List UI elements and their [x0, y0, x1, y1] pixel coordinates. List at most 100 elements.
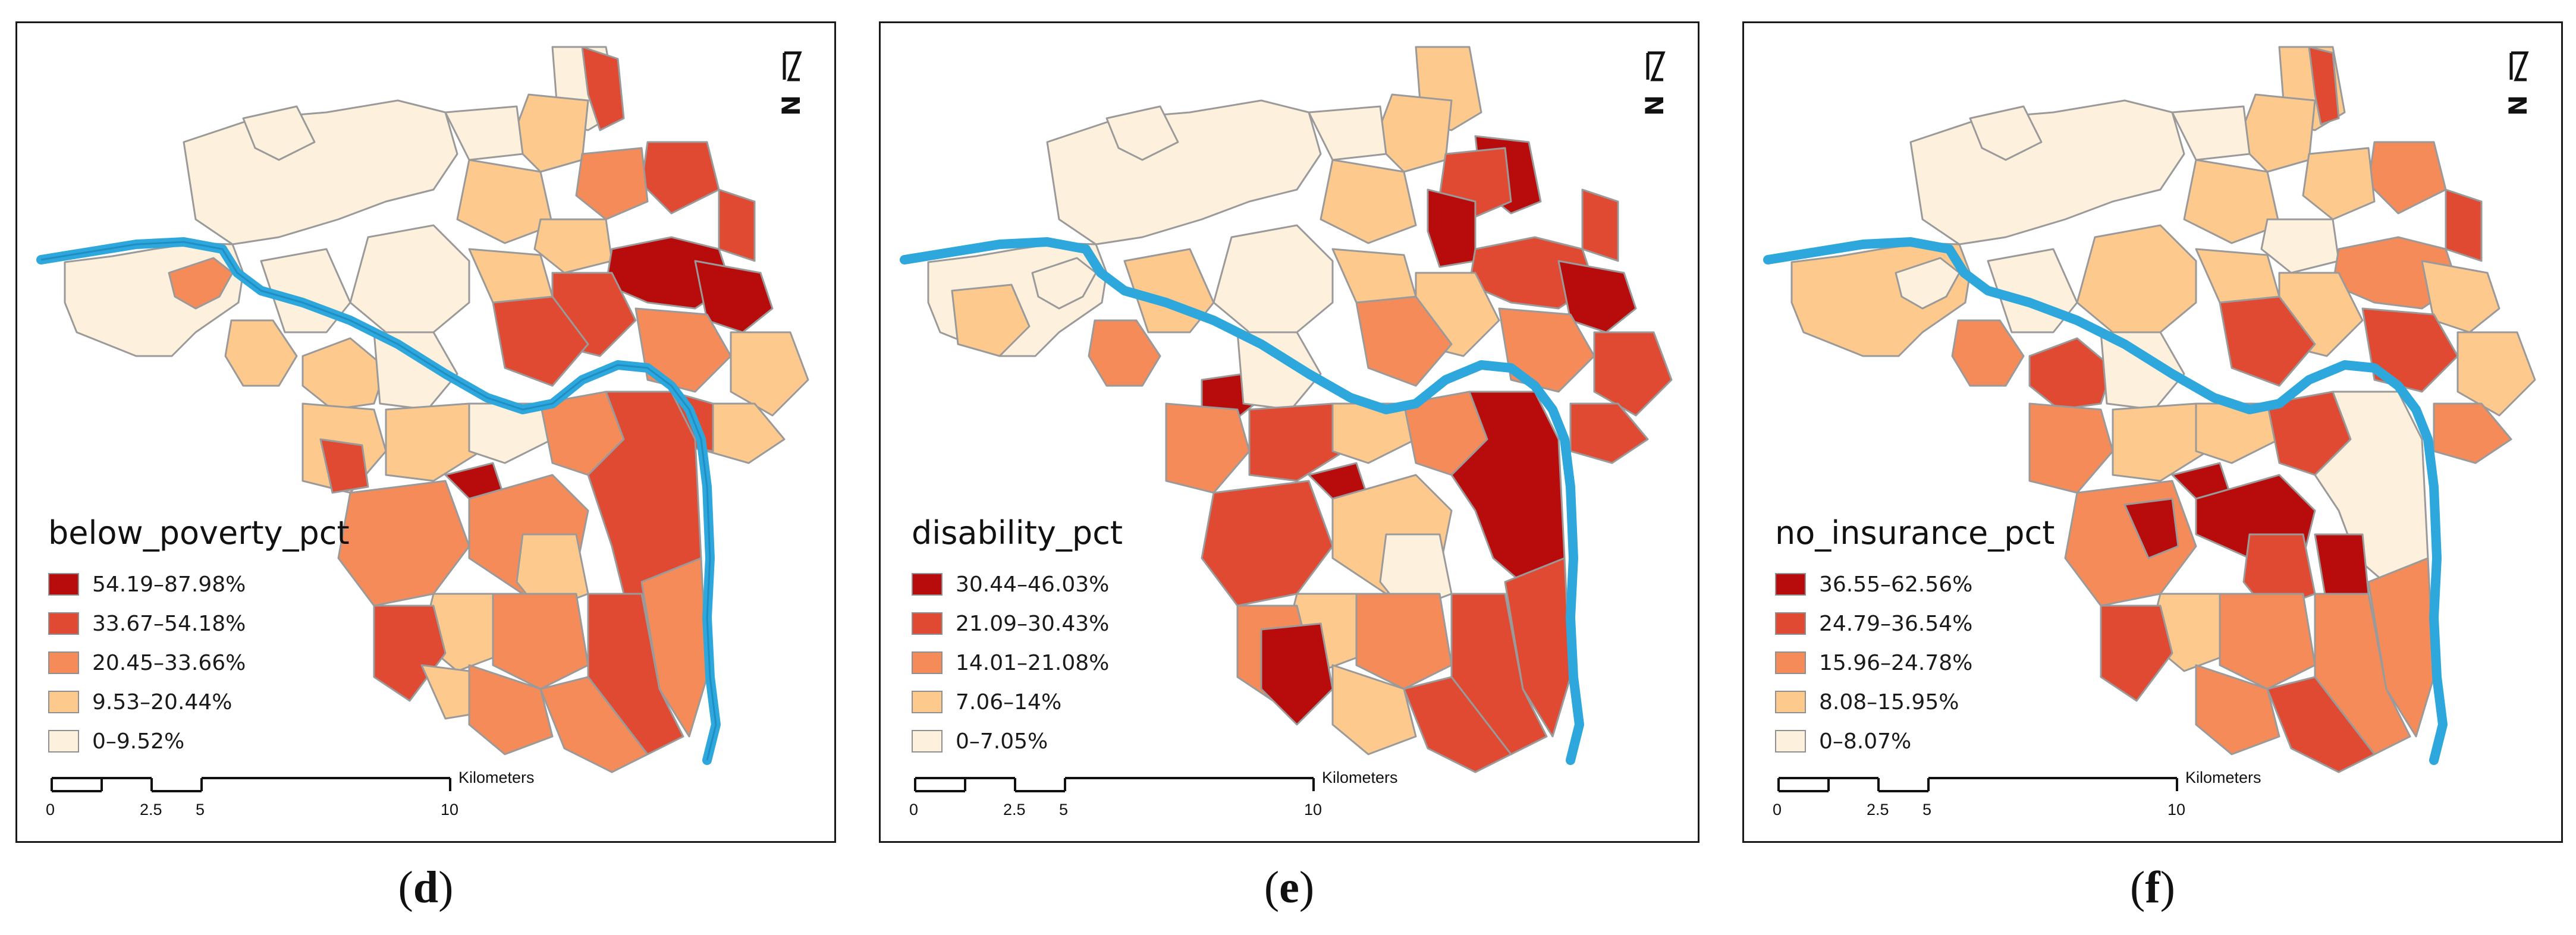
- legend-label: 54.19–87.98%: [92, 572, 246, 597]
- choropleth-map-d: [36, 46, 809, 773]
- legend-item: 36.55–62.56%: [1775, 565, 2054, 604]
- legend-item: 20.45–33.66%: [48, 643, 350, 682]
- tract: [1165, 402, 1251, 494]
- tract: [1427, 188, 1477, 268]
- tract: [539, 676, 649, 773]
- caption-letter: e: [1279, 862, 1299, 912]
- tract: [1951, 319, 2025, 387]
- tract: [468, 402, 554, 464]
- tract: [1260, 622, 1334, 726]
- scale-unit: Kilometers: [458, 769, 535, 786]
- legend-swatch: [1775, 612, 1806, 635]
- choropleth-map-f: [1763, 46, 2536, 773]
- tract: [1909, 99, 2185, 245]
- legend: no_insurance_pct 36.55–62.56% 24.79–36.5…: [1775, 514, 2054, 761]
- tract: [1308, 105, 1387, 161]
- legend-swatch: [1775, 651, 1806, 674]
- legend-label: 21.09–30.43%: [956, 611, 1110, 636]
- tract: [951, 284, 1031, 357]
- tract: [1248, 402, 1346, 482]
- tract: [224, 319, 298, 387]
- tract: [301, 337, 387, 411]
- legend-label: 30.44–46.03%: [956, 572, 1110, 597]
- legend-swatch: [912, 612, 943, 635]
- north-arrow-icon: N: [777, 51, 806, 116]
- caption-open: (: [1264, 862, 1280, 912]
- tract: [2183, 159, 2280, 244]
- caption-close: ): [438, 862, 454, 912]
- tract: [2076, 224, 2197, 333]
- river: [900, 237, 1584, 765]
- tract: [2367, 557, 2435, 738]
- legend-label: 9.53–20.44%: [92, 690, 233, 714]
- tract: [730, 331, 809, 417]
- tract: [1212, 224, 1334, 333]
- scale-tick: 5: [1059, 801, 1069, 818]
- legend-swatch: [1775, 573, 1806, 596]
- caption-open: (: [2130, 862, 2145, 912]
- tract: [718, 188, 756, 262]
- scale-bar-graphic: [914, 777, 1315, 792]
- legend-item: 21.09–30.43%: [912, 604, 1123, 643]
- legend-item: 0–8.07%: [1775, 722, 2054, 761]
- tract: [385, 402, 482, 482]
- tract: [168, 257, 234, 310]
- legend-swatch: [1775, 730, 1806, 753]
- caption-letter: f: [2145, 862, 2160, 912]
- legend-item: 7.06–14%: [912, 682, 1123, 722]
- legend-title: disability_pct: [912, 514, 1123, 552]
- scale-tick: 5: [196, 801, 205, 818]
- tract: [349, 224, 470, 333]
- legend-label: 36.55–62.56%: [1819, 572, 1973, 597]
- legend-swatch: [1775, 691, 1806, 713]
- tract: [2367, 141, 2447, 215]
- legend-swatch: [48, 730, 79, 753]
- tract: [510, 93, 589, 173]
- legend-item: 24.79–36.54%: [1775, 604, 2054, 643]
- tract: [444, 105, 524, 161]
- legend-label: 33.67–54.18%: [92, 611, 246, 636]
- tract: [242, 105, 316, 161]
- tract: [1355, 593, 1453, 690]
- tract: [456, 159, 554, 244]
- tract: [319, 438, 369, 494]
- legend-swatch: [912, 573, 943, 596]
- tract: [468, 248, 554, 304]
- tract: [2195, 664, 2280, 755]
- tract: [2112, 402, 2209, 482]
- legend-item: 30.44–46.03%: [912, 565, 1123, 604]
- legend-item: 8.08–15.95%: [1775, 682, 2054, 722]
- tract: [1046, 99, 1322, 245]
- tract: [492, 593, 589, 690]
- legend-label: 20.45–33.66%: [92, 650, 246, 675]
- tract: [640, 141, 720, 215]
- scale-tick: 2.5: [1003, 801, 1026, 818]
- tract: [1969, 105, 2043, 161]
- legend-label: 24.79–36.54%: [1819, 611, 1973, 636]
- scale-tick: 5: [1922, 801, 1932, 818]
- tract: [1088, 319, 1161, 387]
- legend-swatch: [48, 612, 79, 635]
- map-panel-e: N disability_pct 30.44–46.03% 21.09–30.4…: [879, 21, 1699, 843]
- map-panel-d: N below_poverty_pct 54.19–87.98% 33.67–5…: [15, 21, 836, 843]
- scale-bar-graphic: [1777, 777, 2178, 792]
- tract: [2445, 188, 2483, 262]
- tract: [1373, 93, 1453, 173]
- tract: [2219, 593, 2316, 690]
- tract: [1331, 402, 1417, 464]
- tract: [1557, 260, 1637, 333]
- tract: [1201, 480, 1334, 607]
- tract: [2123, 498, 2179, 559]
- tract: [575, 147, 649, 221]
- tract: [1593, 331, 1673, 417]
- legend-item: 0–7.05%: [912, 722, 1123, 761]
- tract: [1450, 391, 1566, 595]
- tract: [640, 557, 708, 738]
- scale-unit: Kilometers: [1322, 769, 1398, 786]
- legend-swatch: [48, 691, 79, 713]
- legend-label: 0–9.52%: [92, 729, 185, 754]
- scale-tick: 2.5: [1867, 801, 1889, 818]
- panel-caption-f: (f): [1742, 862, 2563, 914]
- legend-item: 54.19–87.98%: [48, 565, 350, 604]
- tract: [581, 46, 625, 131]
